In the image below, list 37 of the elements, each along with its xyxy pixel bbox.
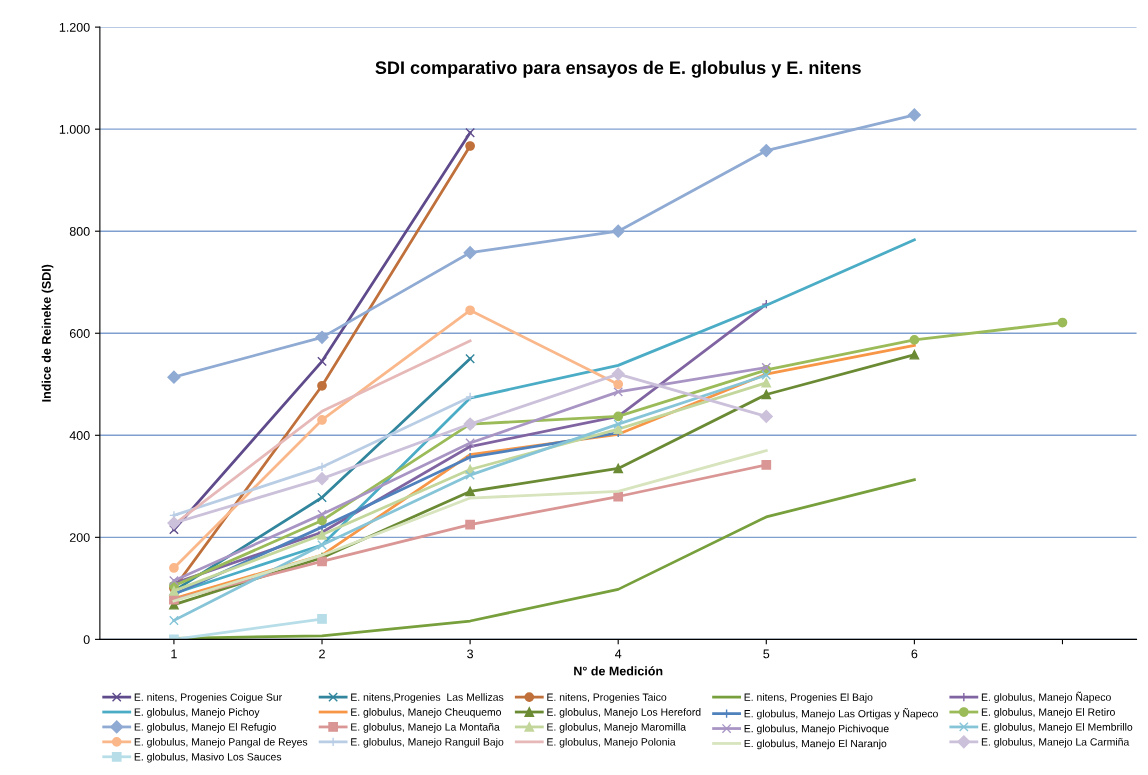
legend-label: E. globulus, Masivo Los Sauces bbox=[134, 752, 282, 763]
y-tick-label: 800 bbox=[69, 227, 90, 236]
legend-label: E. globulus, Manejo La Carmiña bbox=[981, 737, 1130, 748]
y-tick-label: 200 bbox=[69, 533, 90, 542]
x-tick-label: 2 bbox=[319, 649, 325, 659]
y-tick-label: 1.200 bbox=[59, 22, 90, 32]
legend-label: E. globulus, Manejo Ñapeco bbox=[981, 691, 1111, 703]
y-tick-label: 600 bbox=[69, 329, 90, 338]
legend-label: E. nitens, Progenies El Bajo bbox=[744, 693, 873, 703]
x-tick-label: 6 bbox=[911, 649, 918, 659]
legend-label: E. globulus, Manejo Cheuquemo bbox=[351, 708, 502, 718]
legend-label: E. globulus, Manejo Las Ortigas y Ñapeco bbox=[744, 708, 938, 720]
legend-label: E. globulus, Manejo Pangal de Reyes bbox=[134, 737, 308, 748]
y-tick-label: 400 bbox=[69, 431, 90, 440]
x-tick-label: 5 bbox=[763, 649, 770, 659]
legend-label: E. nitens,Progenies Las Mellizas bbox=[351, 693, 504, 703]
legend-label: E. globulus, Manejo El Retiro bbox=[981, 708, 1115, 718]
legend-label: E. globulus, Manejo Pichoy bbox=[134, 708, 260, 718]
legend-label: E. globulus, Manejo El Naranjo bbox=[744, 739, 887, 750]
legend-label: E. globulus, Manejo El Membrillo bbox=[981, 723, 1133, 733]
x-tick-label: 3 bbox=[467, 649, 474, 659]
text: SDI comparativo para ensayos de E. globulus y E. nitens bbox=[375, 60, 861, 78]
legend-label: E. nitens, Progenies Coigue Sur bbox=[134, 693, 282, 703]
y-axis-title: Indice de Reineke (SDI) bbox=[41, 264, 54, 402]
legend-label: E. globulus, Manejo Pichivoque bbox=[744, 724, 889, 735]
legend-label: E. globulus, Manejo El Refugio bbox=[134, 723, 276, 733]
x-tick-label: 1 bbox=[171, 649, 177, 659]
y-tick-label: 0 bbox=[83, 635, 90, 645]
legend-label: E. globulus, Manejo Polonia bbox=[547, 737, 676, 748]
legend-label: E. nitens, Progenies Taico bbox=[547, 693, 667, 703]
legend-label: E. globulus, Manejo Ranguil Bajo bbox=[351, 737, 504, 748]
legend-label: E. globulus, Manejo Maromilla bbox=[547, 723, 687, 733]
y-tick-label: 1.000 bbox=[59, 124, 90, 134]
x-tick-label: 4 bbox=[615, 649, 622, 659]
legend-label: E. globulus, Manejo La Montaña bbox=[351, 723, 500, 733]
x-axis-title: N° de Medición bbox=[574, 666, 663, 676]
legend-label: E. globulus, Manejo Los Hereford bbox=[547, 708, 701, 718]
